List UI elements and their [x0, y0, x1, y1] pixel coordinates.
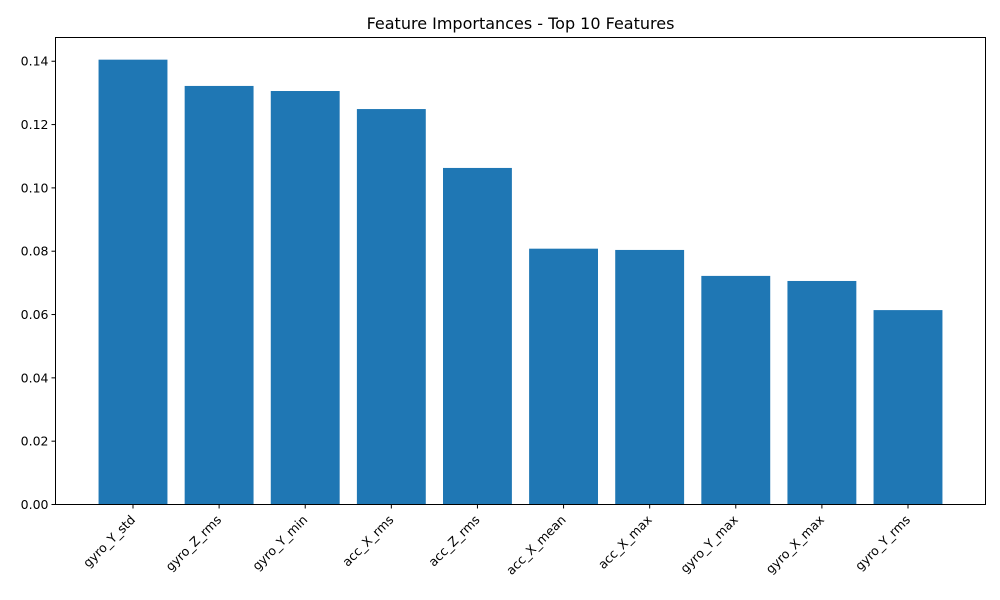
- y-tick-label: 0.14: [21, 54, 49, 69]
- y-tick-label: 0.06: [21, 307, 49, 322]
- bar-gyro_X_max: [787, 280, 857, 505]
- chart-title: Feature Importances - Top 10 Features: [367, 14, 675, 33]
- y-tick-label: 0.02: [21, 434, 49, 449]
- x-tick-label: acc_Z_rms: [425, 512, 482, 569]
- x-tick-label: gyro_X_max: [763, 512, 827, 576]
- bar-gyro_Y_min: [270, 91, 340, 505]
- bar-gyro_Y_std: [98, 59, 168, 505]
- x-tick-label: gyro_Y_std: [80, 512, 138, 570]
- bar-acc_Z_rms: [443, 167, 512, 505]
- y-tick-label: 0.08: [21, 244, 49, 259]
- y-tick-label: 0.12: [21, 117, 49, 132]
- y-tick-label: 0.04: [21, 370, 49, 385]
- bar-acc_X_max: [615, 249, 685, 505]
- y-axis: 0.00 0.02 0.04 0.06 0.08 0.10 0.12 0.14: [21, 54, 56, 512]
- bar-gyro_Z_rms: [184, 85, 254, 505]
- plot-frame: [55, 37, 986, 505]
- x-tick-label: acc_X_mean: [503, 512, 569, 578]
- bar-gyro_Y_rms: [873, 310, 943, 505]
- x-tick-label: acc_X_rms: [339, 512, 396, 569]
- x-tick-label: gyro_Y_min: [249, 512, 310, 573]
- bar-acc_X_rms: [356, 109, 426, 505]
- y-tick-label: 0.10: [21, 180, 49, 195]
- y-tick-label: 0.00: [21, 497, 49, 512]
- x-tick-label: gyro_Y_rms: [852, 512, 913, 573]
- x-axis: gyro_Y_std gyro_Z_rms gyro_Y_min acc_X_rms a…: [80, 504, 913, 578]
- x-tick-label: gyro_Z_rms: [162, 512, 224, 574]
- bar-acc_X_mean: [529, 248, 598, 505]
- bar-gyro_Y_max: [701, 275, 771, 505]
- bars-group: [98, 59, 943, 505]
- x-tick-label: gyro_Y_max: [677, 512, 741, 576]
- x-tick-label: acc_X_max: [595, 512, 655, 572]
